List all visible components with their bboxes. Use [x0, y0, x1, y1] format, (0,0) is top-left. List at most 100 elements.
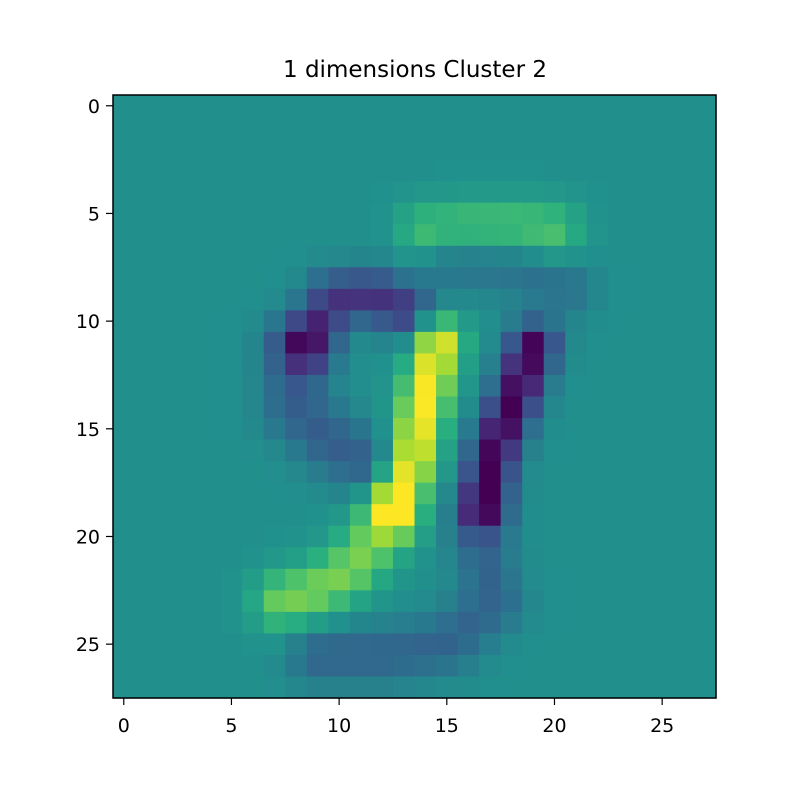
heatmap-cell — [371, 245, 394, 268]
heatmap-cell — [113, 95, 136, 118]
heatmap-cell — [694, 288, 717, 311]
heatmap-cell — [629, 202, 652, 225]
heatmap-cell — [651, 461, 674, 484]
heatmap-cell — [672, 245, 696, 268]
heatmap-cell — [328, 590, 351, 613]
heatmap-cell — [479, 461, 502, 484]
heatmap-cell — [220, 418, 243, 441]
heatmap-cell — [500, 611, 523, 634]
heatmap-cell — [414, 525, 437, 548]
heatmap-cell — [651, 331, 674, 355]
heatmap-cell — [500, 396, 523, 419]
heatmap-cell — [156, 267, 179, 290]
heatmap-cell — [156, 611, 179, 634]
heatmap-cell — [134, 353, 157, 376]
heatmap-cell — [134, 310, 157, 333]
heatmap-cell — [242, 310, 265, 333]
heatmap-cell — [651, 439, 674, 462]
heatmap-cell — [199, 245, 222, 268]
heatmap-cell — [220, 245, 243, 268]
heatmap-cell — [629, 267, 652, 290]
heatmap-cell — [306, 159, 329, 182]
heatmap-cell — [608, 138, 631, 161]
heatmap-cell — [522, 95, 545, 118]
y-tick-label: 15 — [76, 419, 100, 441]
heatmap-cell — [349, 310, 373, 333]
heatmap-cell — [543, 461, 566, 484]
heatmap-cell — [134, 439, 157, 462]
heatmap-cell — [134, 159, 157, 182]
heatmap-cell — [651, 310, 674, 333]
heatmap-cell — [263, 224, 286, 247]
heatmap-cell — [156, 181, 179, 204]
heatmap-cell — [392, 138, 416, 161]
heatmap-cell — [608, 568, 631, 591]
heatmap-cell — [651, 245, 674, 268]
heatmap-cell — [242, 547, 265, 570]
heatmap-cell — [285, 461, 308, 484]
heatmap-cell — [586, 181, 609, 204]
y-tick-label: 25 — [76, 634, 100, 656]
heatmap-cell — [134, 525, 157, 548]
heatmap-cell — [522, 310, 545, 333]
heatmap-cell — [672, 288, 696, 311]
heatmap-cell — [263, 159, 286, 182]
heatmap-cell — [156, 439, 179, 462]
heatmap-cell — [285, 181, 308, 204]
heatmap-cell — [392, 245, 416, 268]
heatmap-cell — [414, 396, 437, 419]
heatmap-cell — [349, 353, 373, 376]
heatmap-cell — [608, 482, 631, 505]
heatmap-cell — [694, 374, 717, 398]
heatmap-cell — [565, 224, 588, 247]
heatmap-cell — [220, 482, 243, 505]
heatmap-cell — [694, 568, 717, 591]
heatmap-cell — [694, 396, 717, 419]
heatmap-cell — [608, 310, 631, 333]
heatmap-cell — [608, 331, 631, 355]
heatmap-cell — [156, 374, 179, 398]
heatmap-cell — [694, 654, 717, 678]
heatmap-cell — [177, 418, 200, 441]
heatmap-cell — [113, 418, 136, 441]
heatmap-cell — [220, 525, 243, 548]
heatmap-cell — [457, 374, 480, 398]
heatmap-cell — [177, 95, 200, 118]
heatmap-cell — [328, 116, 351, 139]
heatmap-cell — [134, 504, 157, 527]
heatmap-cell — [479, 116, 502, 139]
heatmap-cell — [371, 116, 394, 139]
heatmap-cell — [672, 482, 696, 505]
heatmap-cell — [220, 224, 243, 247]
heatmap-cell — [500, 676, 523, 699]
heatmap-cell — [500, 95, 523, 118]
heatmap-cell — [242, 181, 265, 204]
heatmap-cell — [220, 568, 243, 591]
heatmap-cell — [586, 374, 609, 398]
heatmap-cell — [500, 181, 523, 204]
heatmap-cell — [479, 504, 502, 527]
heatmap-cell — [220, 654, 243, 678]
heatmap-cell — [565, 547, 588, 570]
heatmap-cell — [651, 181, 674, 204]
heatmap-cell — [306, 461, 329, 484]
heatmap-cell — [586, 482, 609, 505]
heatmap-cell — [629, 676, 652, 699]
heatmap-cell — [220, 439, 243, 462]
heatmap-cell — [199, 267, 222, 290]
heatmap-cell — [242, 116, 265, 139]
heatmap-cell — [263, 245, 286, 268]
heatmap-cell — [113, 525, 136, 548]
heatmap-cell — [306, 611, 329, 634]
heatmap-cell — [672, 525, 696, 548]
heatmap-cell — [156, 310, 179, 333]
heatmap-cell — [263, 181, 286, 204]
heatmap-cell — [113, 224, 136, 247]
heatmap-cell — [134, 611, 157, 634]
heatmap-cell — [220, 633, 243, 656]
heatmap-cell — [565, 288, 588, 311]
heatmap-cell — [371, 568, 394, 591]
heatmap-cell — [371, 633, 394, 656]
heatmap-cell — [263, 374, 286, 398]
heatmap-cell — [608, 288, 631, 311]
